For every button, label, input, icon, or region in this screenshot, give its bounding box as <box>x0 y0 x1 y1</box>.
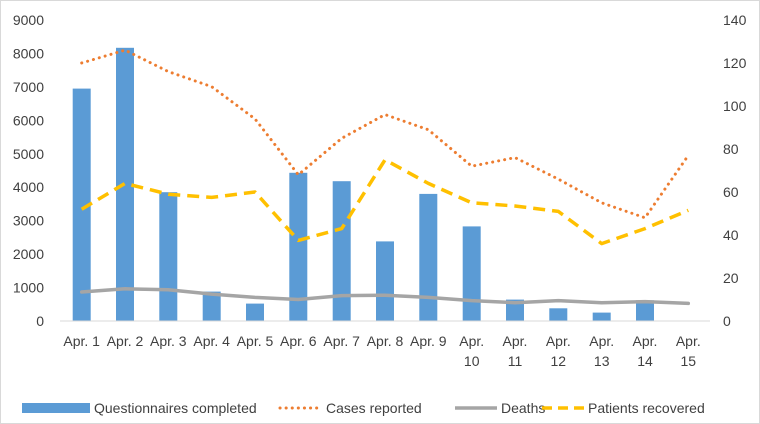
x-tick-3: Apr. 3 <box>150 333 187 349</box>
x-tick-1: Apr. 1 <box>63 333 100 349</box>
bar-questionnaires-completed-13 <box>592 312 611 321</box>
x-tick-14: Apr. 14 <box>633 333 658 369</box>
left-tick-7000: 7000 <box>13 79 44 95</box>
bar-questionnaires-completed-11 <box>506 299 524 321</box>
x-tick-9: Apr. 9 <box>410 333 447 349</box>
legend-swatch-questionnaires-completed <box>22 403 90 413</box>
lines-layer <box>79 48 691 306</box>
x-tick-12: Apr. 12 <box>546 333 571 369</box>
x-tick-4: Apr. 4 <box>193 333 230 349</box>
left-tick-1000: 1000 <box>13 280 44 296</box>
x-tick-7: Apr. 7 <box>323 333 360 349</box>
bar-questionnaires-completed-1 <box>72 88 91 321</box>
left-tick-4000: 4000 <box>13 179 44 195</box>
legend-label-patients-recovered: Patients recovered <box>588 400 705 416</box>
bar-questionnaires-completed-12 <box>549 308 568 321</box>
line-cases-reported <box>80 48 690 220</box>
bar-questionnaires-completed-6 <box>289 172 308 321</box>
legend-label-deaths: Deaths <box>501 400 545 416</box>
x-tick-10: Apr. 10 <box>459 333 484 369</box>
x-tick-5: Apr. 5 <box>237 333 274 349</box>
right-tick-40: 40 <box>723 227 739 243</box>
bar-questionnaires-completed-14 <box>636 300 654 321</box>
bar-questionnaires-completed-5 <box>246 303 264 321</box>
x-tick-2: Apr. 2 <box>107 333 144 349</box>
left-axis-ticks: 0 1000 2000 3000 4000 5000 6000 7000 8000 9000 <box>13 12 44 329</box>
bar-questionnaires-completed-4 <box>202 291 221 321</box>
line-deaths <box>79 287 691 306</box>
legend-label-questionnaires-completed: Questionnaires completed <box>94 400 257 416</box>
legend-label-cases-reported: Cases reported <box>326 400 422 416</box>
right-tick-20: 20 <box>723 270 739 286</box>
bar-questionnaires-completed-8 <box>376 241 394 321</box>
bar-questionnaires-completed-9 <box>419 193 438 321</box>
right-tick-140: 140 <box>723 12 747 28</box>
left-tick-5000: 5000 <box>13 146 44 162</box>
right-axis-ticks: 0 20 40 60 80 100 120 140 <box>723 12 747 329</box>
right-tick-80: 80 <box>723 141 739 157</box>
left-tick-0: 0 <box>36 313 44 329</box>
x-tick-15: Apr. 15 <box>676 333 701 369</box>
left-tick-2000: 2000 <box>13 246 44 262</box>
bar-questionnaires-completed-7 <box>332 181 351 321</box>
x-axis-ticks: Apr. 1 Apr. 2 Apr. 3 Apr. 4 Apr. 5 Apr. 6 Apr.… <box>63 333 700 369</box>
right-tick-60: 60 <box>723 184 739 200</box>
bars-layer <box>72 47 654 322</box>
x-tick-13: Apr. 13 <box>589 333 614 369</box>
right-tick-0: 0 <box>723 313 731 329</box>
x-tick-8: Apr. 8 <box>367 333 404 349</box>
left-tick-3000: 3000 <box>13 213 44 229</box>
left-tick-8000: 8000 <box>13 45 44 61</box>
bar-questionnaires-completed-3 <box>159 192 178 321</box>
right-tick-120: 120 <box>723 55 747 71</box>
right-tick-100: 100 <box>723 98 747 114</box>
x-tick-6: Apr. 6 <box>280 333 317 349</box>
line-patients-recovered <box>80 158 689 246</box>
bar-questionnaires-completed-10 <box>462 226 481 321</box>
left-tick-6000: 6000 <box>13 112 44 128</box>
x-tick-11: Apr. 11 <box>503 333 528 369</box>
legend: Questionnaires completed Cases reported De… <box>22 400 705 416</box>
left-tick-9000: 9000 <box>13 12 44 28</box>
